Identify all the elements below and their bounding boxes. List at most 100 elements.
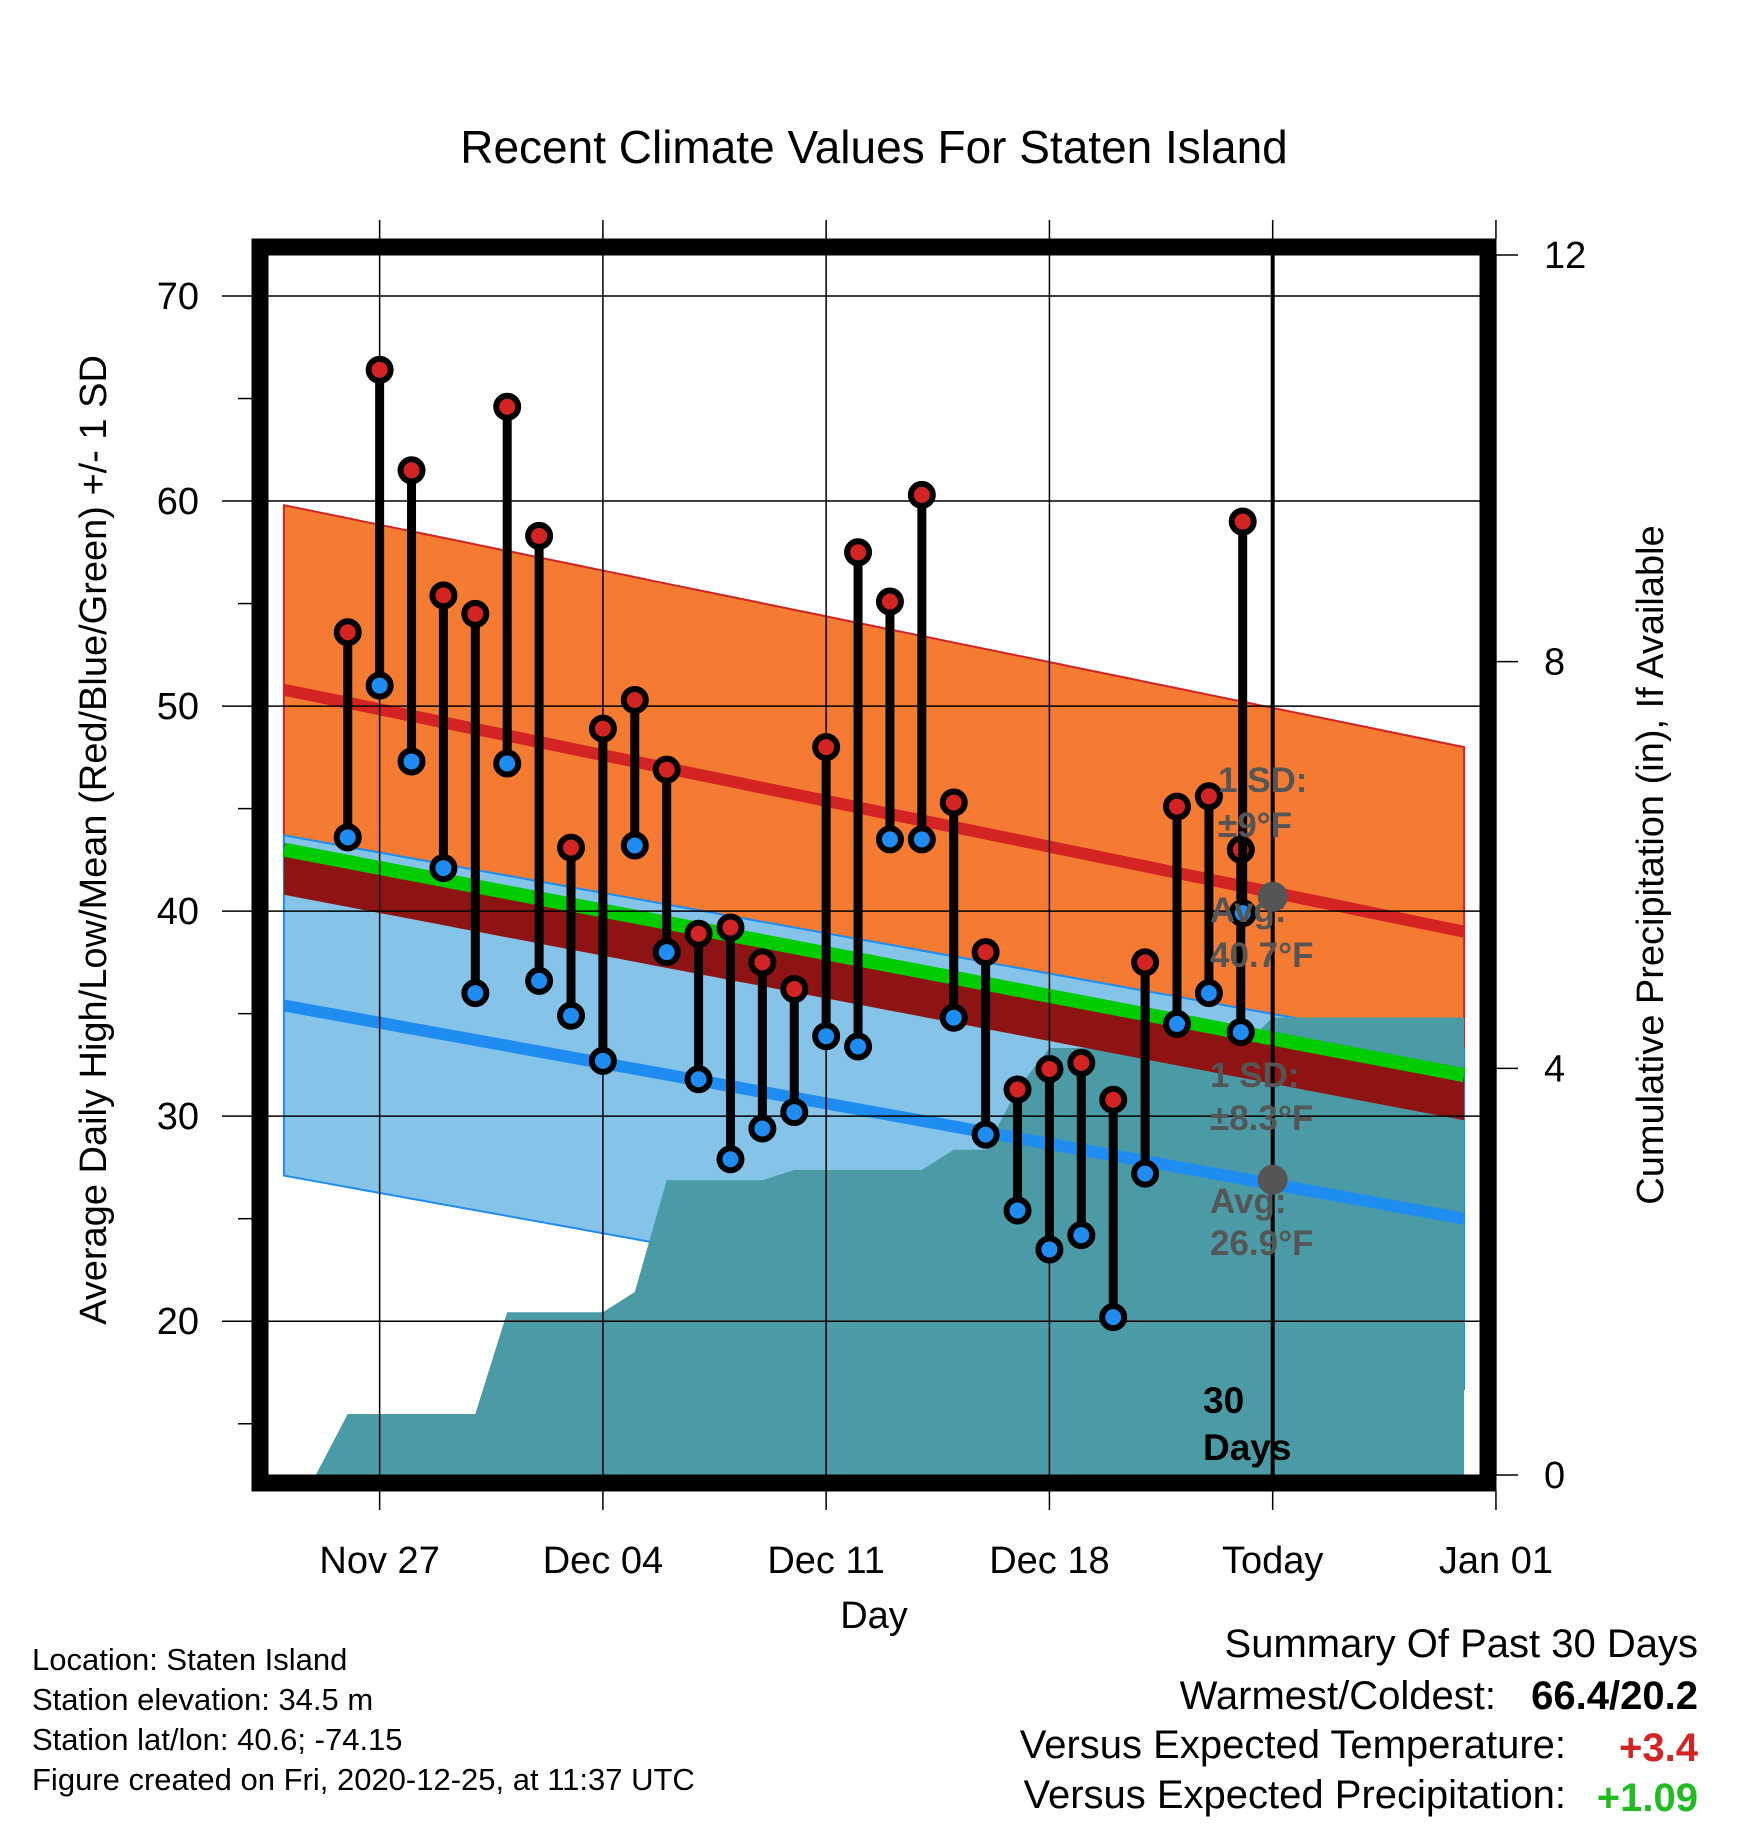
- obs-low-point: [907, 825, 936, 854]
- created-text: Figure created on Fri, 2020-12-25, at 11…: [32, 1762, 695, 1797]
- obs-low-point: [684, 1065, 713, 1094]
- obs-high-point: [397, 456, 426, 485]
- high-sd-value: ±9°F: [1218, 806, 1292, 845]
- obs-high-point: [365, 355, 394, 384]
- obs-high-point: [1194, 782, 1223, 811]
- obs-low-point: [1163, 1009, 1191, 1038]
- obs-low-point: [1228, 899, 1257, 928]
- obs-high-point: [716, 913, 745, 942]
- y-left-tick-label: 40: [157, 891, 199, 933]
- y-right-tick-label: 0: [1544, 1455, 1565, 1497]
- x-tick-label: Dec 18: [989, 1540, 1109, 1582]
- x-axis-label: Day: [840, 1595, 908, 1637]
- x-tick-label: Dec 11: [767, 1540, 885, 1582]
- obs-low-point: [1131, 1159, 1160, 1188]
- obs-low-point: [493, 749, 522, 778]
- high-avg-value: 40.7°F: [1210, 936, 1314, 975]
- x-tick-label: Dec 04: [543, 1540, 663, 1582]
- high-avg-label: Avg:: [1210, 891, 1286, 930]
- obs-high-point: [1163, 792, 1191, 821]
- obs-high-point: [493, 392, 522, 421]
- y-right-tick-label: 12: [1544, 235, 1586, 277]
- y-right-tick-label: 8: [1544, 642, 1565, 684]
- obs-low-point: [397, 747, 426, 776]
- y-left-tick-label: 60: [157, 481, 199, 523]
- x-tick-labels: Nov 27 Dec 04 Dec 11 Dec 18 Today Jan 01: [319, 1540, 1553, 1582]
- x-tick-label: Today: [1222, 1540, 1323, 1582]
- obs-low-point: [333, 823, 362, 852]
- high-sd-label: 1 SD:: [1218, 761, 1307, 800]
- obs-low-point: [1035, 1235, 1064, 1264]
- obs-low-point: [525, 966, 554, 995]
- obs-low-point: [365, 671, 394, 700]
- summary-precip-value: +1.09: [1597, 1776, 1698, 1820]
- cumulative-precipitation-area: [283, 1017, 1465, 1475]
- obs-low-point: [557, 1001, 585, 1030]
- low-sd-label: 1 SD:: [1210, 1056, 1299, 1095]
- obs-high-point: [525, 521, 554, 550]
- obs-low-point: [1067, 1221, 1096, 1250]
- obs-high-point: [748, 948, 777, 977]
- obs-high-point: [620, 685, 649, 714]
- obs-high-point: [1035, 1055, 1064, 1084]
- summary-warmest-label: Warmest/Coldest:: [1180, 1674, 1496, 1718]
- y-left-tick-label: 30: [157, 1096, 199, 1138]
- mean-average-line: [282, 842, 1466, 1083]
- obs-low-point: [939, 1003, 968, 1032]
- station-info: Location: Staten Island Station elevatio…: [32, 1640, 695, 1800]
- plot-area: 1 SD: ±9°F Avg: 40.7°F 1 SD: ±8.3°F Avg:…: [268, 255, 1497, 1475]
- today-low-average-marker: [1257, 1164, 1288, 1195]
- obs-high-point: [875, 587, 904, 616]
- obs-high-point: [907, 480, 936, 509]
- elevation-text: Station elevation: 34.5 m: [32, 1682, 374, 1717]
- y-left-tick-label: 50: [157, 686, 199, 728]
- obs-high-point: [588, 714, 617, 743]
- summary-temp-value: +3.4: [1619, 1726, 1699, 1770]
- obs-low-point: [812, 1022, 841, 1051]
- obs-low-point: [620, 831, 649, 860]
- summary-warmest-value: 66.4/20.2: [1531, 1674, 1698, 1718]
- obs-low-point: [716, 1145, 745, 1174]
- obs-low-point: [1003, 1196, 1032, 1225]
- obs-high-point: [429, 581, 458, 610]
- x-tick-label: Nov 27: [319, 1540, 439, 1582]
- obs-high-point: [652, 755, 681, 784]
- obs-high-point: [844, 538, 873, 567]
- obs-high-point: [557, 833, 585, 862]
- days-word-label: Days: [1203, 1427, 1291, 1468]
- obs-low-point: [1194, 979, 1223, 1008]
- y-axis-left-label: Average Daily High/Low/Mean (Red/Blue/Gr…: [73, 355, 115, 1325]
- obs-low-point: [588, 1046, 617, 1075]
- today-high-average-marker: [1257, 881, 1288, 912]
- observations: [333, 355, 1257, 1332]
- obs-low-point: [461, 979, 490, 1008]
- y-left-tick-label: 70: [157, 276, 199, 318]
- x-tick-label: Jan 01: [1439, 1540, 1553, 1582]
- low-avg-value: 26.9°F: [1210, 1224, 1314, 1263]
- summary-temp-label: Versus Expected Temperature:: [1020, 1723, 1566, 1767]
- summary-panel: Summary Of Past 30 Days Warmest/Coldest:…: [1020, 1622, 1699, 1820]
- obs-high-point: [1228, 507, 1257, 536]
- latlon-text: Station lat/lon: 40.6; -74.15: [32, 1722, 403, 1757]
- low-sd-value: ±8.3°F: [1210, 1099, 1313, 1138]
- y-right-tick-label: 4: [1544, 1048, 1565, 1090]
- obs-low-point: [844, 1032, 873, 1061]
- obs-low-point: [780, 1098, 809, 1127]
- obs-low-point: [652, 938, 681, 967]
- obs-low-point: [971, 1120, 1000, 1149]
- obs-high-point: [812, 733, 841, 762]
- location-text: Location: Staten Island: [32, 1642, 348, 1677]
- obs-low-point: [1226, 1018, 1255, 1047]
- obs-low-point: [1099, 1303, 1128, 1332]
- obs-high-point: [333, 618, 362, 647]
- obs-high-point: [1099, 1085, 1128, 1114]
- obs-low-point: [875, 825, 904, 854]
- obs-high-point: [1067, 1048, 1096, 1077]
- summary-precip-label: Versus Expected Precipitation:: [1023, 1773, 1566, 1817]
- low-avg-label: Avg:: [1210, 1182, 1286, 1221]
- days-count-label: 30: [1203, 1380, 1244, 1421]
- summary-heading: Summary Of Past 30 Days: [1225, 1622, 1698, 1666]
- y-left-tick-labels: 20 30 40 50 60 70: [157, 276, 199, 1343]
- chart-title: Recent Climate Values For Staten Island: [460, 121, 1288, 173]
